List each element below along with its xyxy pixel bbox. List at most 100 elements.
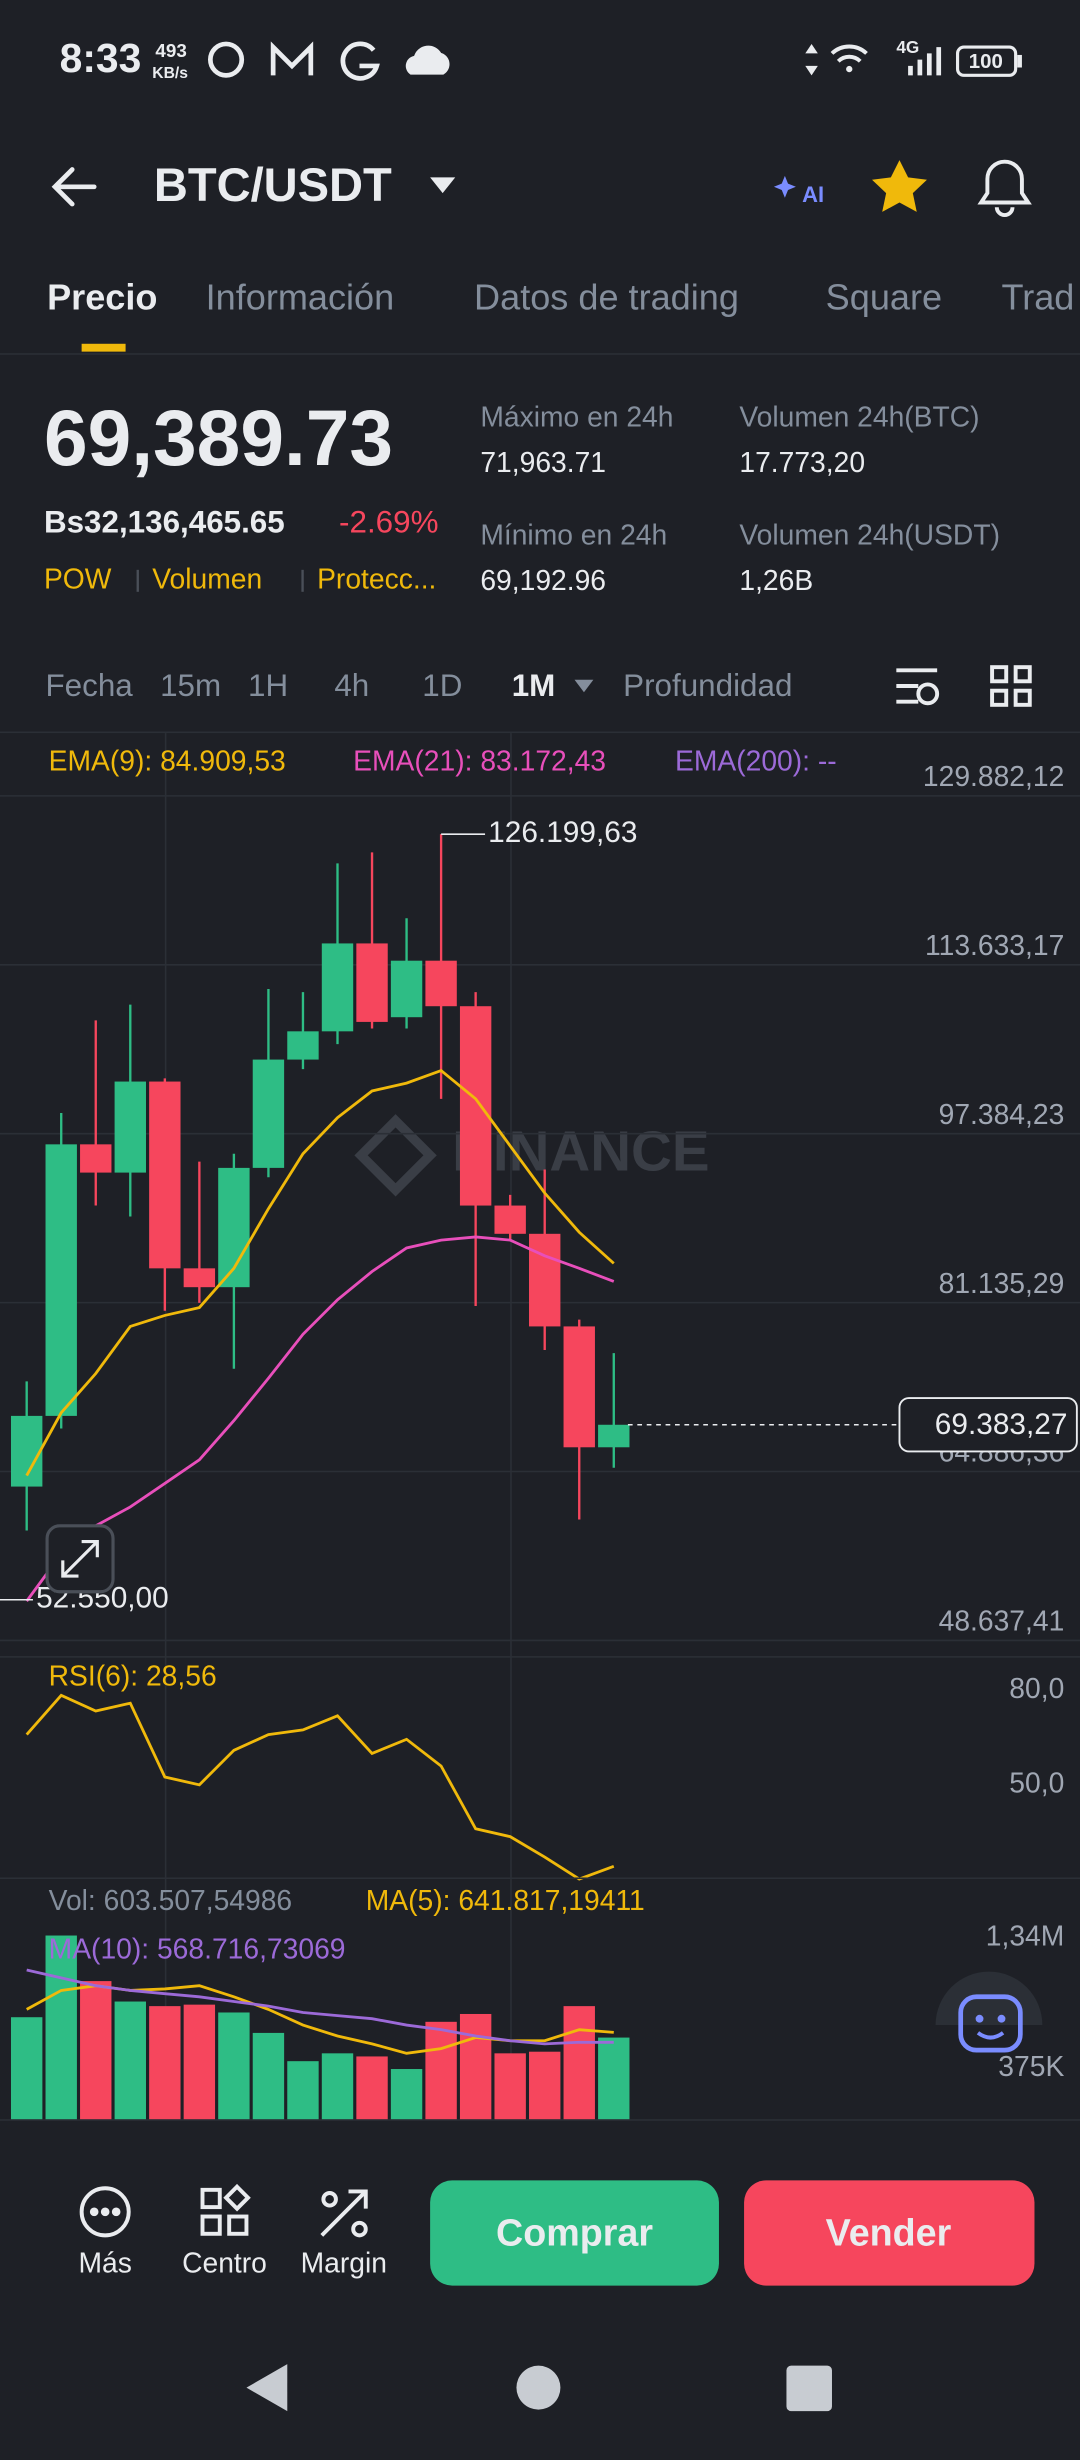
active-tab-indicator [81, 343, 126, 352]
candle-body [10, 1415, 43, 1487]
y-tick-label: 129.882,12 [923, 760, 1064, 792]
interval[interactable]: 1H [248, 668, 288, 703]
assistant-button[interactable] [935, 1971, 1043, 2053]
last-price: 69,389.73 [44, 394, 393, 482]
volume-bar [287, 2061, 319, 2120]
divider [0, 353, 1080, 355]
net-speed-unit: KB/s [152, 65, 188, 82]
volume-bar [494, 2053, 526, 2120]
volume-bar [425, 2021, 457, 2120]
volume-bar [80, 1981, 112, 2120]
volume-bar [218, 2012, 250, 2120]
volume-legend: Vol: 603.507,54986 [49, 1884, 292, 1916]
panel-divider [0, 2119, 1080, 2121]
net-speed: 493 [155, 40, 186, 61]
v-grid-line [164, 733, 167, 2120]
volume-legend: MA(10): 568.716,73069 [49, 1933, 346, 1965]
interval[interactable]: 1M [512, 668, 556, 703]
high-label: 126.199,63 [488, 816, 637, 849]
ai-button[interactable]: AI [773, 175, 824, 207]
ema-line [25, 1235, 615, 1602]
interval[interactable]: 4h [334, 668, 369, 703]
nav-recents[interactable] [786, 2365, 832, 2412]
volume-bar [321, 2053, 354, 2120]
pair-title[interactable]: BTC/USDT [154, 158, 392, 211]
stat-label: Volumen 24h(BTC) [739, 401, 979, 433]
rsi-legend: RSI(6): 28,56 [49, 1660, 217, 1692]
interval-dropdown[interactable] [574, 679, 594, 693]
stat-value: 69,192.96 [480, 564, 606, 596]
status-icons [207, 41, 1022, 81]
tag[interactable]: Protecc... [317, 562, 436, 594]
tab[interactable]: Precio [47, 276, 157, 317]
volume-bar [10, 2017, 43, 2120]
last-price-label: 69.383,27 [935, 1408, 1068, 1441]
y-tick-label: 81.135,29 [939, 1267, 1065, 1299]
ema-line [25, 1068, 615, 1477]
candle-body [252, 1059, 285, 1168]
margin-icon[interactable] [320, 2189, 368, 2238]
last-price-box [898, 1397, 1078, 1453]
candle-body [459, 1006, 492, 1206]
alert-bell[interactable] [977, 159, 1032, 217]
nav-home[interactable] [516, 2365, 561, 2410]
fullscreen-button[interactable] [45, 1524, 115, 1594]
panel-divider [0, 1656, 1080, 1658]
back-button[interactable] [51, 167, 97, 207]
action-label[interactable]: Centro [182, 2247, 267, 2279]
candle-body [149, 1081, 181, 1269]
legend-entry: EMA(200): -- [675, 744, 837, 776]
rsi-tick-label: 80,0 [1009, 1672, 1064, 1704]
candle-body [390, 960, 423, 1018]
stat-label: Volumen 24h(USDT) [739, 518, 1000, 550]
action-label[interactable]: Margin [301, 2247, 387, 2279]
candle-body [598, 1424, 630, 1448]
watermark-logo [354, 1114, 437, 1197]
watermark: BINANCE [452, 1119, 709, 1182]
interval[interactable]: 1D [422, 668, 462, 703]
tab[interactable]: Square [826, 276, 942, 317]
stat-value: 71,963.71 [480, 446, 606, 478]
tag[interactable]: POW [44, 562, 112, 594]
nav-back[interactable] [246, 2364, 288, 2412]
tag[interactable]: Volumen [152, 562, 262, 594]
tab[interactable]: Datos de trading [474, 276, 739, 317]
buy-button[interactable] [430, 2180, 719, 2286]
chart-settings[interactable] [896, 668, 940, 706]
volume-bar [252, 2032, 285, 2120]
candle-body [529, 1233, 561, 1327]
action-label[interactable]: Más [78, 2247, 131, 2279]
volume-legend: MA(5): 641.817,19411 [366, 1884, 645, 1916]
price-change: -2.69% [339, 505, 438, 540]
volume-ma-line [26, 1968, 614, 2046]
tag-separator [301, 569, 304, 592]
favorite-star[interactable] [872, 160, 927, 212]
tab[interactable]: Información [206, 276, 395, 317]
volume-bar [529, 2051, 561, 2120]
stat-value: 1,26B [739, 564, 813, 596]
sell-button[interactable] [744, 2180, 1035, 2286]
interval[interactable]: Profundidad [623, 668, 792, 703]
y-tick-label: 48.637,41 [939, 1605, 1065, 1637]
tab[interactable]: Trad [1002, 276, 1075, 317]
sell-label[interactable]: Vender [826, 2211, 952, 2253]
candle-body [287, 1031, 319, 1060]
interval[interactable]: Fecha [46, 668, 134, 703]
candle-body [45, 1144, 77, 1416]
battery-level: 100 [969, 51, 1003, 73]
more-icon[interactable] [79, 2186, 131, 2238]
layout-button[interactable] [990, 665, 1032, 707]
buy-label[interactable]: Comprar [496, 2211, 653, 2253]
rsi-tick-label: 50,0 [1009, 1766, 1064, 1798]
volume-bar [356, 2056, 388, 2120]
center-icon[interactable] [200, 2183, 251, 2236]
ai-badge: AI [802, 182, 824, 207]
stat-label: Máximo en 24h [480, 401, 673, 433]
interval[interactable]: 15m [160, 668, 221, 703]
tag-separator [136, 569, 139, 592]
rsi-line [25, 1693, 615, 1881]
candle-body [114, 1081, 146, 1173]
network-type: 4G [896, 37, 919, 57]
pair-dropdown[interactable] [430, 177, 456, 194]
volume-bar [183, 2004, 216, 2120]
